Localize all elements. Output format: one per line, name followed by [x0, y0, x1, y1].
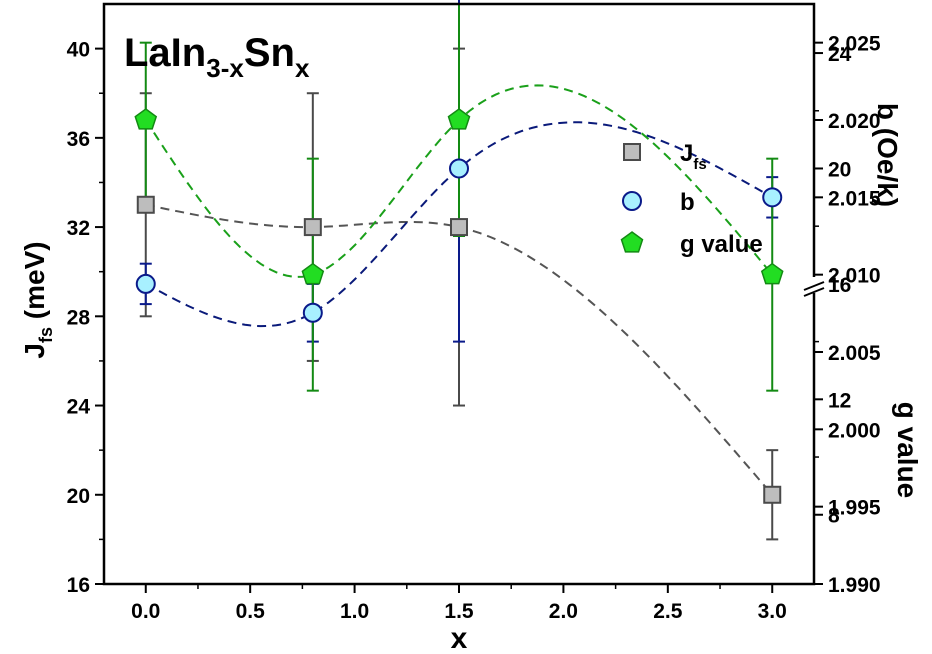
- x-tick-label: 1.5: [444, 600, 474, 623]
- legend: Jfs b g value: [620, 140, 763, 258]
- annotation-sub2: x: [295, 53, 310, 83]
- data-point-square: [136, 195, 155, 214]
- x-tick-label: 2.0: [549, 600, 578, 623]
- legend-item-b: b: [622, 189, 695, 216]
- right-y-axis-label-b: b (Oe/k): [872, 103, 903, 207]
- left-y-axis: 16 20 24 28 32 36 40: [67, 39, 104, 597]
- left-y-tick-label: 40: [67, 39, 90, 62]
- annotation-mid: Sn: [244, 31, 295, 75]
- legend-item-jfs: Jfs: [623, 140, 707, 173]
- data-point-pentagon: [447, 108, 471, 130]
- trend-curve-1: [145, 121, 773, 328]
- data-point-square: [763, 485, 782, 504]
- data-point-square: [303, 218, 322, 237]
- legend-marker-square: [623, 143, 641, 161]
- x-tick-label: 1.0: [340, 600, 369, 623]
- right-b-tick-label: 16: [828, 274, 851, 297]
- right-g-tick-label: 2.000: [828, 419, 881, 442]
- x-tick-label: 3.0: [758, 600, 787, 623]
- annotation-sub1: 3-x: [206, 53, 244, 83]
- right-b-tick-label: 20: [828, 158, 851, 181]
- x-tick-label: 2.5: [653, 600, 683, 623]
- left-y-tick-label: 20: [67, 485, 90, 508]
- left-y-tick-label: 24: [67, 396, 91, 419]
- x-axis-label: x: [451, 622, 468, 654]
- right-b-tick-label: 24: [828, 43, 852, 66]
- right-g-tick-label: 2.010: [828, 265, 881, 288]
- legend-marker-pentagon: [620, 231, 644, 253]
- data-point-pentagon: [760, 262, 784, 285]
- right-g-tick-label: 2.020: [828, 110, 881, 133]
- right-g-tick-label: 2.015: [828, 187, 881, 210]
- right-g-tick-label: 2.005: [828, 342, 881, 365]
- right-y-axis: 8 12 16 20 24 1.990 1.995 2.000 2.005 2.010 2.015 2…: [814, 33, 881, 597]
- legend-marker-circle: [622, 191, 642, 211]
- right-b-tick-label: 8: [828, 505, 840, 528]
- data-point-pentagon: [134, 108, 158, 130]
- axis-break-mark: [803, 277, 825, 297]
- right-g-tick-label: 2.025: [828, 33, 881, 56]
- left-y-tick-label: 28: [67, 306, 91, 329]
- legend-item-g: g value: [620, 231, 763, 258]
- left-y-tick-label: 32: [67, 217, 90, 240]
- annotation-base: LaIn: [124, 31, 206, 75]
- left-y-axis-label-sub: fs: [36, 327, 56, 343]
- data-point-circle: [762, 187, 783, 208]
- right-b-tick-label: 12: [828, 389, 851, 412]
- data-point-circle: [449, 158, 469, 179]
- left-y-axis-label-unit: (meV): [19, 241, 50, 327]
- data-point-pentagon: [301, 262, 325, 285]
- legend-label-b: b: [680, 189, 695, 216]
- right-g-tick-label: 1.995: [828, 497, 881, 520]
- left-y-axis-label: Jfs (meV): [19, 241, 56, 358]
- x-axis-ticks: 0.0 0.5 1.0 1.5 2.0 2.5 3.0: [131, 584, 787, 623]
- right-g-tick-label: 1.990: [828, 574, 881, 597]
- left-y-tick-label: 16: [67, 574, 90, 597]
- legend-label-jfs: Jfs: [680, 140, 707, 173]
- left-y-tick-label: 36: [67, 128, 90, 151]
- x-tick-label: 0.0: [131, 600, 160, 623]
- x-tick-label: 0.5: [236, 600, 266, 623]
- data-point-circle: [302, 302, 323, 323]
- data-markers: [134, 108, 784, 504]
- legend-label-g: g value: [680, 231, 763, 258]
- data-point-square: [450, 218, 468, 237]
- right-y-axis-label-g: g value: [892, 402, 923, 498]
- left-y-axis-label-main: J: [19, 343, 50, 359]
- data-point-circle: [135, 273, 156, 294]
- compound-annotation: LaIn3-xSnx: [124, 31, 310, 83]
